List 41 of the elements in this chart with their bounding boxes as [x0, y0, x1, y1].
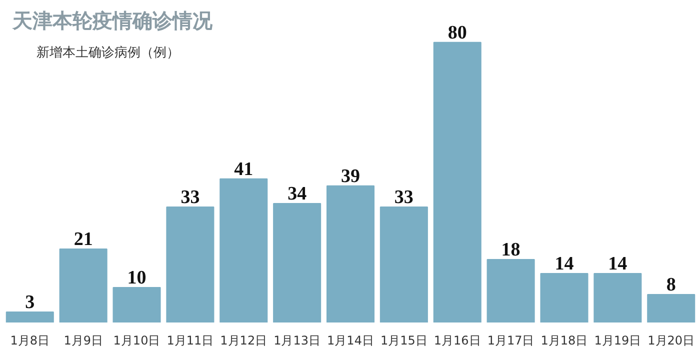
bar [433, 42, 482, 322]
bar [273, 202, 322, 322]
x-tick-label: 1月16日 [434, 334, 481, 348]
data-label: 33 [394, 186, 414, 208]
bar [59, 248, 108, 322]
x-tick-label: 1月12日 [220, 334, 268, 348]
bar [326, 185, 375, 322]
data-label: 10 [127, 267, 146, 288]
data-label: 39 [341, 166, 360, 187]
x-tick-label: 1月9日 [64, 334, 103, 348]
chart-subtitle: 新增本土确诊病例（例） [36, 46, 180, 60]
bar [166, 206, 214, 322]
data-label: 8 [666, 274, 676, 296]
data-label: 14 [608, 253, 628, 274]
bar [112, 286, 161, 322]
data-label: 14 [554, 253, 574, 274]
x-tick-label: 1月10日 [113, 334, 160, 348]
data-label: 21 [74, 228, 93, 250]
x-tick-label: 1月19日 [594, 334, 642, 348]
bar [6, 311, 54, 322]
bar [486, 258, 535, 322]
bar [647, 294, 696, 322]
x-tick-label: 1月20日 [648, 334, 695, 348]
bar [220, 178, 268, 322]
data-label: 80 [448, 22, 467, 44]
data-label: 18 [501, 239, 520, 260]
x-tick-label: 1月11日 [166, 334, 214, 348]
x-tick-label: 1月14日 [327, 334, 374, 348]
data-label: 3 [25, 292, 35, 313]
x-tick-label: 1月8日 [10, 334, 50, 348]
bar [540, 272, 588, 322]
bar [594, 272, 642, 322]
data-label: 34 [288, 183, 308, 204]
x-tick-label: 1月17日 [487, 334, 534, 348]
chart-title: 天津本轮疫情确诊情况 [12, 8, 214, 32]
x-tick-label: 1月13日 [274, 334, 321, 348]
bar [380, 206, 428, 322]
data-label: 33 [180, 186, 200, 208]
x-tick-label: 1月18日 [540, 334, 588, 348]
x-tick-label: 1月15日 [380, 334, 428, 348]
data-label: 41 [234, 158, 254, 180]
